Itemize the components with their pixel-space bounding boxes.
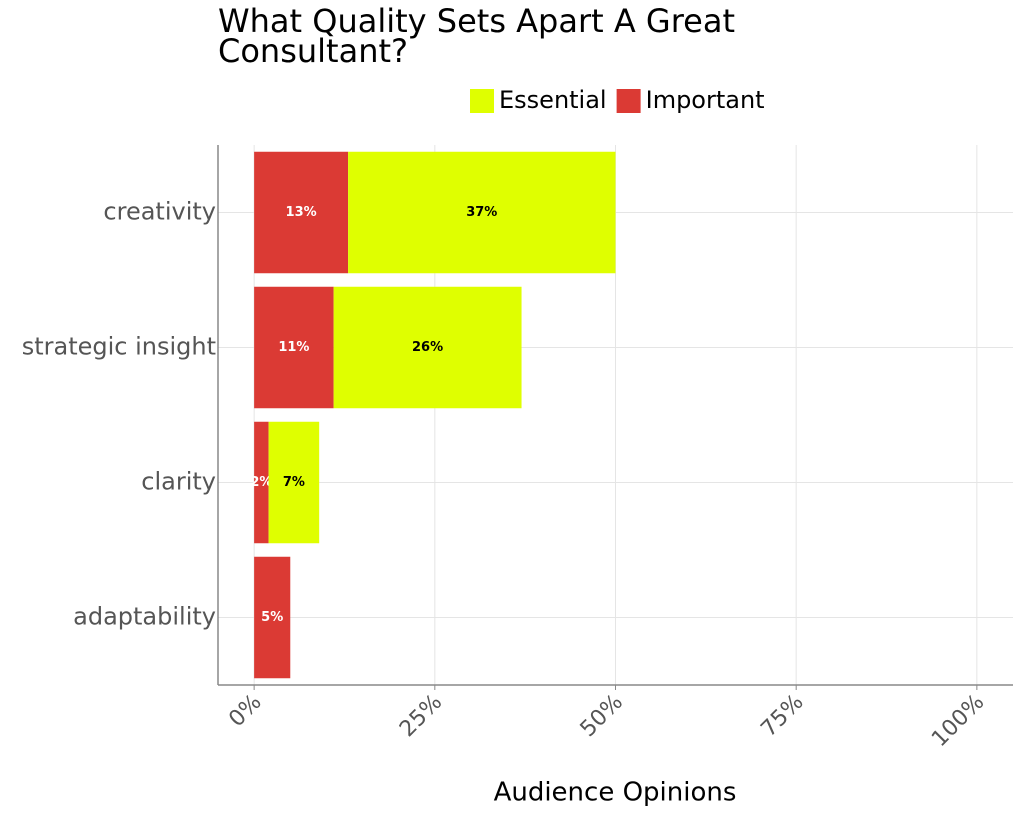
x-tick-label: 25% — [395, 690, 447, 742]
value-label: 26% — [412, 340, 443, 355]
value-label: 7% — [283, 475, 305, 490]
x-tick-label: 75% — [756, 690, 808, 742]
x-axis-title: Audience Opinions — [494, 778, 737, 808]
legend-label: Essential — [499, 86, 607, 114]
chart-title: What Quality Sets Apart A Great Consulta… — [218, 2, 735, 70]
bar-segment — [254, 151, 349, 274]
x-tick-label: 100% — [927, 690, 989, 752]
x-tick-label: 50% — [576, 690, 628, 742]
y-tick-label: clarity — [141, 468, 216, 496]
legend-swatch — [470, 89, 494, 113]
bar-segment — [348, 151, 616, 274]
value-label: 37% — [466, 205, 497, 220]
legend-label: Important — [646, 86, 765, 114]
value-label: 13% — [286, 205, 317, 220]
bar-segment — [254, 556, 291, 679]
value-label: 2% — [250, 475, 272, 490]
y-tick-label: creativity — [103, 198, 216, 226]
y-tick-label: adaptability — [73, 603, 216, 631]
bar-segment — [254, 421, 269, 544]
value-label: 11% — [278, 340, 309, 355]
bar-segment — [268, 421, 320, 544]
value-label: 5% — [261, 610, 283, 625]
legend-swatch — [616, 89, 641, 113]
bar-segment — [254, 286, 334, 409]
x-tick-label: 0% — [224, 690, 266, 732]
y-tick-label: strategic insight — [22, 333, 216, 361]
bar-segment — [333, 286, 522, 409]
